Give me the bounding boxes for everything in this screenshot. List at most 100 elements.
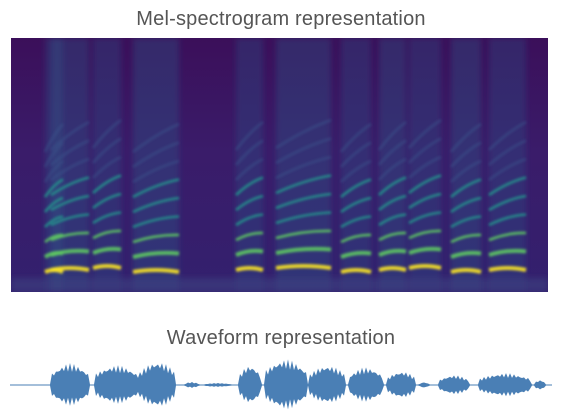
spectrogram-harmonic bbox=[132, 250, 180, 259]
spectrogram-harmonic bbox=[340, 141, 372, 168]
spectrogram-harmonic bbox=[340, 268, 372, 274]
spectrogram-harmonic bbox=[378, 248, 407, 257]
spectrogram-harmonic bbox=[92, 155, 122, 179]
spectrogram-harmonic bbox=[488, 157, 527, 182]
spectrogram-harmonic bbox=[235, 266, 264, 272]
spectrogram-harmonic bbox=[340, 159, 372, 183]
spectrogram-harmonic bbox=[132, 268, 180, 274]
spectrogram-harmonic bbox=[50, 176, 90, 197]
spectrogram-harmonic bbox=[377, 120, 407, 151]
spectrogram-harmonic bbox=[43, 196, 64, 213]
spectrogram-harmonic bbox=[132, 159, 180, 184]
spectrogram-harmonic bbox=[378, 231, 407, 242]
spectrogram-harmonic bbox=[408, 264, 442, 270]
spectrogram-harmonic bbox=[488, 266, 527, 272]
spectrogram-harmonic bbox=[132, 233, 180, 244]
spectrogram-low-band bbox=[11, 278, 548, 292]
spectrogram-harmonic bbox=[132, 196, 180, 214]
spectrogram-harmonic bbox=[408, 246, 442, 255]
spectrogram-harmonic bbox=[50, 120, 90, 151]
spectrogram-harmonic bbox=[275, 155, 332, 180]
waveform-signal bbox=[10, 359, 552, 410]
spectrogram-harmonic bbox=[275, 118, 332, 150]
spectrogram-harmonic bbox=[44, 233, 64, 244]
spectrogram-harmonic bbox=[408, 118, 442, 149]
spectrogram-harmonic bbox=[275, 264, 332, 270]
spectrogram-harmonic bbox=[235, 176, 264, 196]
spectrogram-harmonic bbox=[235, 231, 264, 242]
spectrogram-harmonic bbox=[92, 264, 122, 270]
spectrogram-harmonic bbox=[132, 141, 180, 169]
spectrogram-harmonic bbox=[488, 213, 527, 227]
spectrogram-harmonic bbox=[92, 229, 122, 240]
spectrogram-harmonic bbox=[235, 213, 264, 227]
spectrogram-harmonic bbox=[488, 139, 527, 166]
spectrogram-harmonic bbox=[43, 123, 64, 153]
spectrogram-harmonic bbox=[275, 246, 332, 255]
spectrogram-harmonic bbox=[378, 139, 407, 166]
spectrogram-harmonic bbox=[450, 215, 482, 229]
spectrogram-harmonic bbox=[50, 231, 90, 242]
spectrogram-harmonic bbox=[450, 268, 482, 274]
spectrogram-harmonic bbox=[340, 178, 372, 198]
spectrogram-harmonic bbox=[408, 229, 442, 240]
spectrogram-harmonic bbox=[378, 194, 407, 212]
spectrogram-harmonic bbox=[450, 141, 482, 168]
spectrogram-harmonic bbox=[275, 229, 332, 240]
spectrogram-harmonic bbox=[44, 215, 64, 228]
waveform-image bbox=[10, 358, 552, 412]
spectrogram-harmonic bbox=[488, 248, 527, 257]
spectrogram-harmonic bbox=[92, 211, 122, 225]
spectrogram-harmonic bbox=[408, 211, 442, 225]
spectrogram-harmonic bbox=[378, 157, 407, 181]
spectrogram-harmonic bbox=[408, 137, 442, 164]
spectrogram-canvas bbox=[11, 38, 548, 292]
spectrogram-harmonic bbox=[50, 157, 90, 182]
spectrogram-energy-band bbox=[451, 38, 481, 292]
mel-spectrogram-title: Mel-spectrogram representation bbox=[136, 8, 426, 30]
spectrogram-harmonic bbox=[378, 176, 407, 196]
spectrogram-harmonic bbox=[450, 233, 482, 244]
spectrogram-harmonic bbox=[275, 192, 332, 210]
mel-spectrogram-image bbox=[11, 38, 548, 292]
spectrogram-harmonic bbox=[50, 139, 90, 166]
spectrogram-harmonic bbox=[450, 250, 482, 259]
spectrogram-harmonic bbox=[92, 137, 122, 164]
spectrogram-harmonic bbox=[408, 192, 442, 210]
spectrogram-harmonic bbox=[340, 215, 372, 229]
spectrogram-harmonic bbox=[234, 120, 264, 151]
waveform-canvas bbox=[10, 359, 552, 410]
spectrogram-harmonic bbox=[275, 174, 332, 195]
spectrogram-harmonic bbox=[50, 194, 90, 212]
spectrogram-harmonic bbox=[132, 178, 180, 199]
spectrogram-harmonic bbox=[92, 246, 122, 255]
spectrogram-harmonic bbox=[235, 139, 264, 166]
spectrogram-harmonic bbox=[340, 250, 372, 259]
spectrogram-harmonic bbox=[235, 248, 264, 257]
spectrogram-harmonic bbox=[235, 194, 264, 212]
spectrogram-harmonic bbox=[450, 159, 482, 183]
spectrogram-harmonic bbox=[450, 196, 482, 214]
spectrogram-harmonic bbox=[92, 192, 122, 210]
spectrogram-harmonic bbox=[50, 266, 90, 272]
spectrogram-harmonic bbox=[132, 122, 180, 154]
spectrogram-harmonic bbox=[43, 141, 64, 168]
spectrogram-harmonic bbox=[92, 174, 122, 194]
waveform-title: Waveform representation bbox=[166, 327, 396, 349]
spectrogram-harmonic bbox=[43, 178, 64, 198]
spectrogram-energy-band bbox=[341, 38, 371, 292]
spectrogram-harmonic bbox=[43, 159, 64, 183]
spectrogram-harmonic bbox=[450, 122, 482, 153]
spectrogram-harmonic bbox=[132, 215, 180, 229]
spectrogram-harmonic bbox=[450, 178, 482, 198]
spectrogram-harmonic bbox=[408, 174, 442, 195]
spectrogram-harmonic bbox=[340, 196, 372, 214]
spectrogram-harmonic bbox=[275, 137, 332, 165]
spectrogram-harmonic bbox=[235, 157, 264, 181]
spectrogram-harmonic bbox=[408, 155, 442, 179]
spectrogram-harmonic bbox=[275, 211, 332, 225]
spectrogram-harmonic bbox=[340, 233, 372, 244]
spectrogram-harmonic bbox=[378, 213, 407, 227]
spectrogram-harmonic bbox=[91, 118, 122, 149]
spectrogram-harmonic bbox=[340, 122, 372, 153]
